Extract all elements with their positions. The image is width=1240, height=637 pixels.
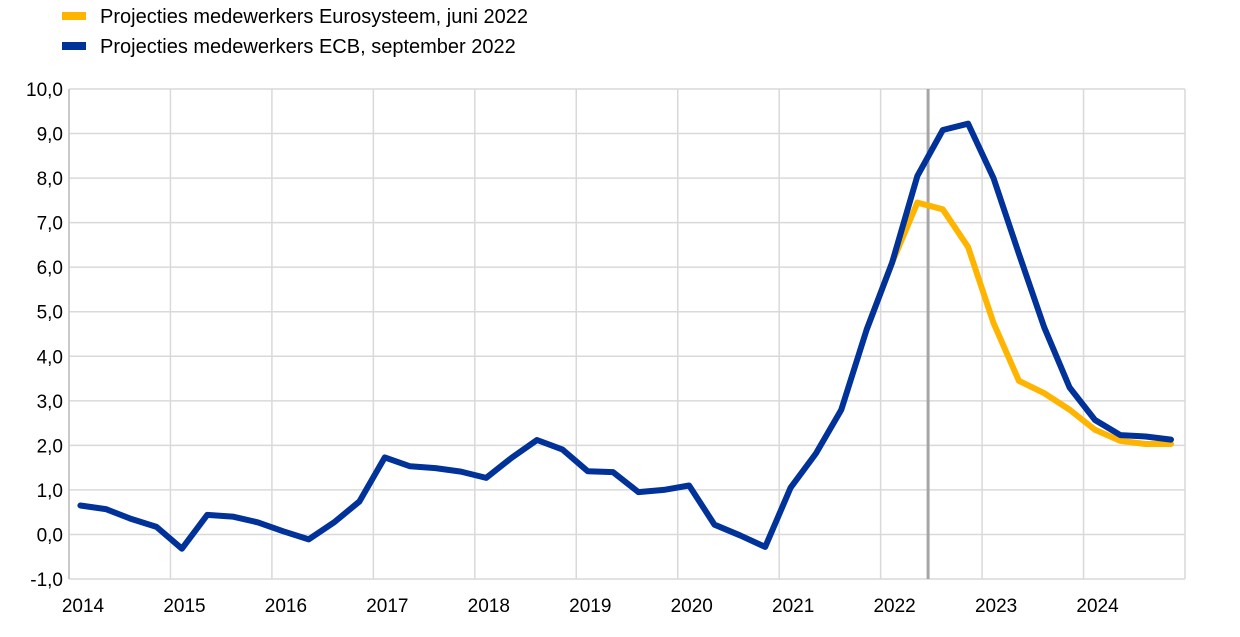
x-tick-label: 2015 (163, 596, 205, 617)
y-tick-label: -1,0 (30, 570, 63, 591)
x-tick-label: 2020 (671, 596, 713, 617)
series-line-0 (863, 199, 1174, 447)
y-tick-label: 3,0 (37, 392, 63, 413)
y-tick-label: 9,0 (37, 125, 63, 146)
y-tick-label: 4,0 (37, 347, 63, 368)
x-tick-label: 2014 (62, 596, 105, 617)
x-axis-ticks: 2014 2015 2016 2017 2018 2019 2020 2021 2022 2023… (62, 596, 1119, 617)
y-tick-label: 10,0 (26, 80, 63, 101)
y-axis-ticks: -1,0 0,0 1,0 2,0 3,0 4,0 5,0 6,0 7,0 8,0 9,0 10,0 (26, 80, 63, 591)
y-tick-label: 0,0 (37, 525, 63, 546)
legend-item-september-2022: Projecties medewerkers ECB, september 20… (62, 36, 516, 58)
legend-label-september-2022: Projecties medewerkers ECB, september 20… (100, 36, 516, 58)
x-tick-label: 2018 (468, 596, 510, 617)
x-tick-label: 2016 (265, 596, 307, 617)
x-tick-label: 2023 (975, 596, 1017, 617)
legend-swatch-september-2022 (62, 42, 86, 50)
x-tick-label: 2022 (873, 596, 915, 617)
legend-swatch-june-2022 (62, 12, 86, 20)
series-lines (77, 120, 1174, 552)
legend-item-june-2022: Projecties medewerkers Eurosysteem, juni… (62, 6, 528, 28)
y-tick-label: 1,0 (37, 481, 63, 502)
series-line-1 (77, 120, 1174, 552)
y-tick-label: 7,0 (37, 214, 63, 235)
y-tick-label: 2,0 (37, 436, 63, 457)
y-tick-label: 5,0 (37, 303, 63, 324)
x-tick-label: 2024 (1076, 596, 1119, 617)
x-tick-label: 2021 (772, 596, 814, 617)
y-tick-label: 8,0 (37, 169, 63, 190)
legend: Projecties medewerkers Eurosysteem, juni… (62, 6, 528, 58)
legend-label-june-2022: Projecties medewerkers Eurosysteem, juni… (100, 6, 528, 28)
grid (68, 88, 1186, 580)
y-tick-label: 6,0 (37, 258, 63, 279)
x-tick-label: 2017 (366, 596, 408, 617)
x-tick-label: 2019 (569, 596, 611, 617)
